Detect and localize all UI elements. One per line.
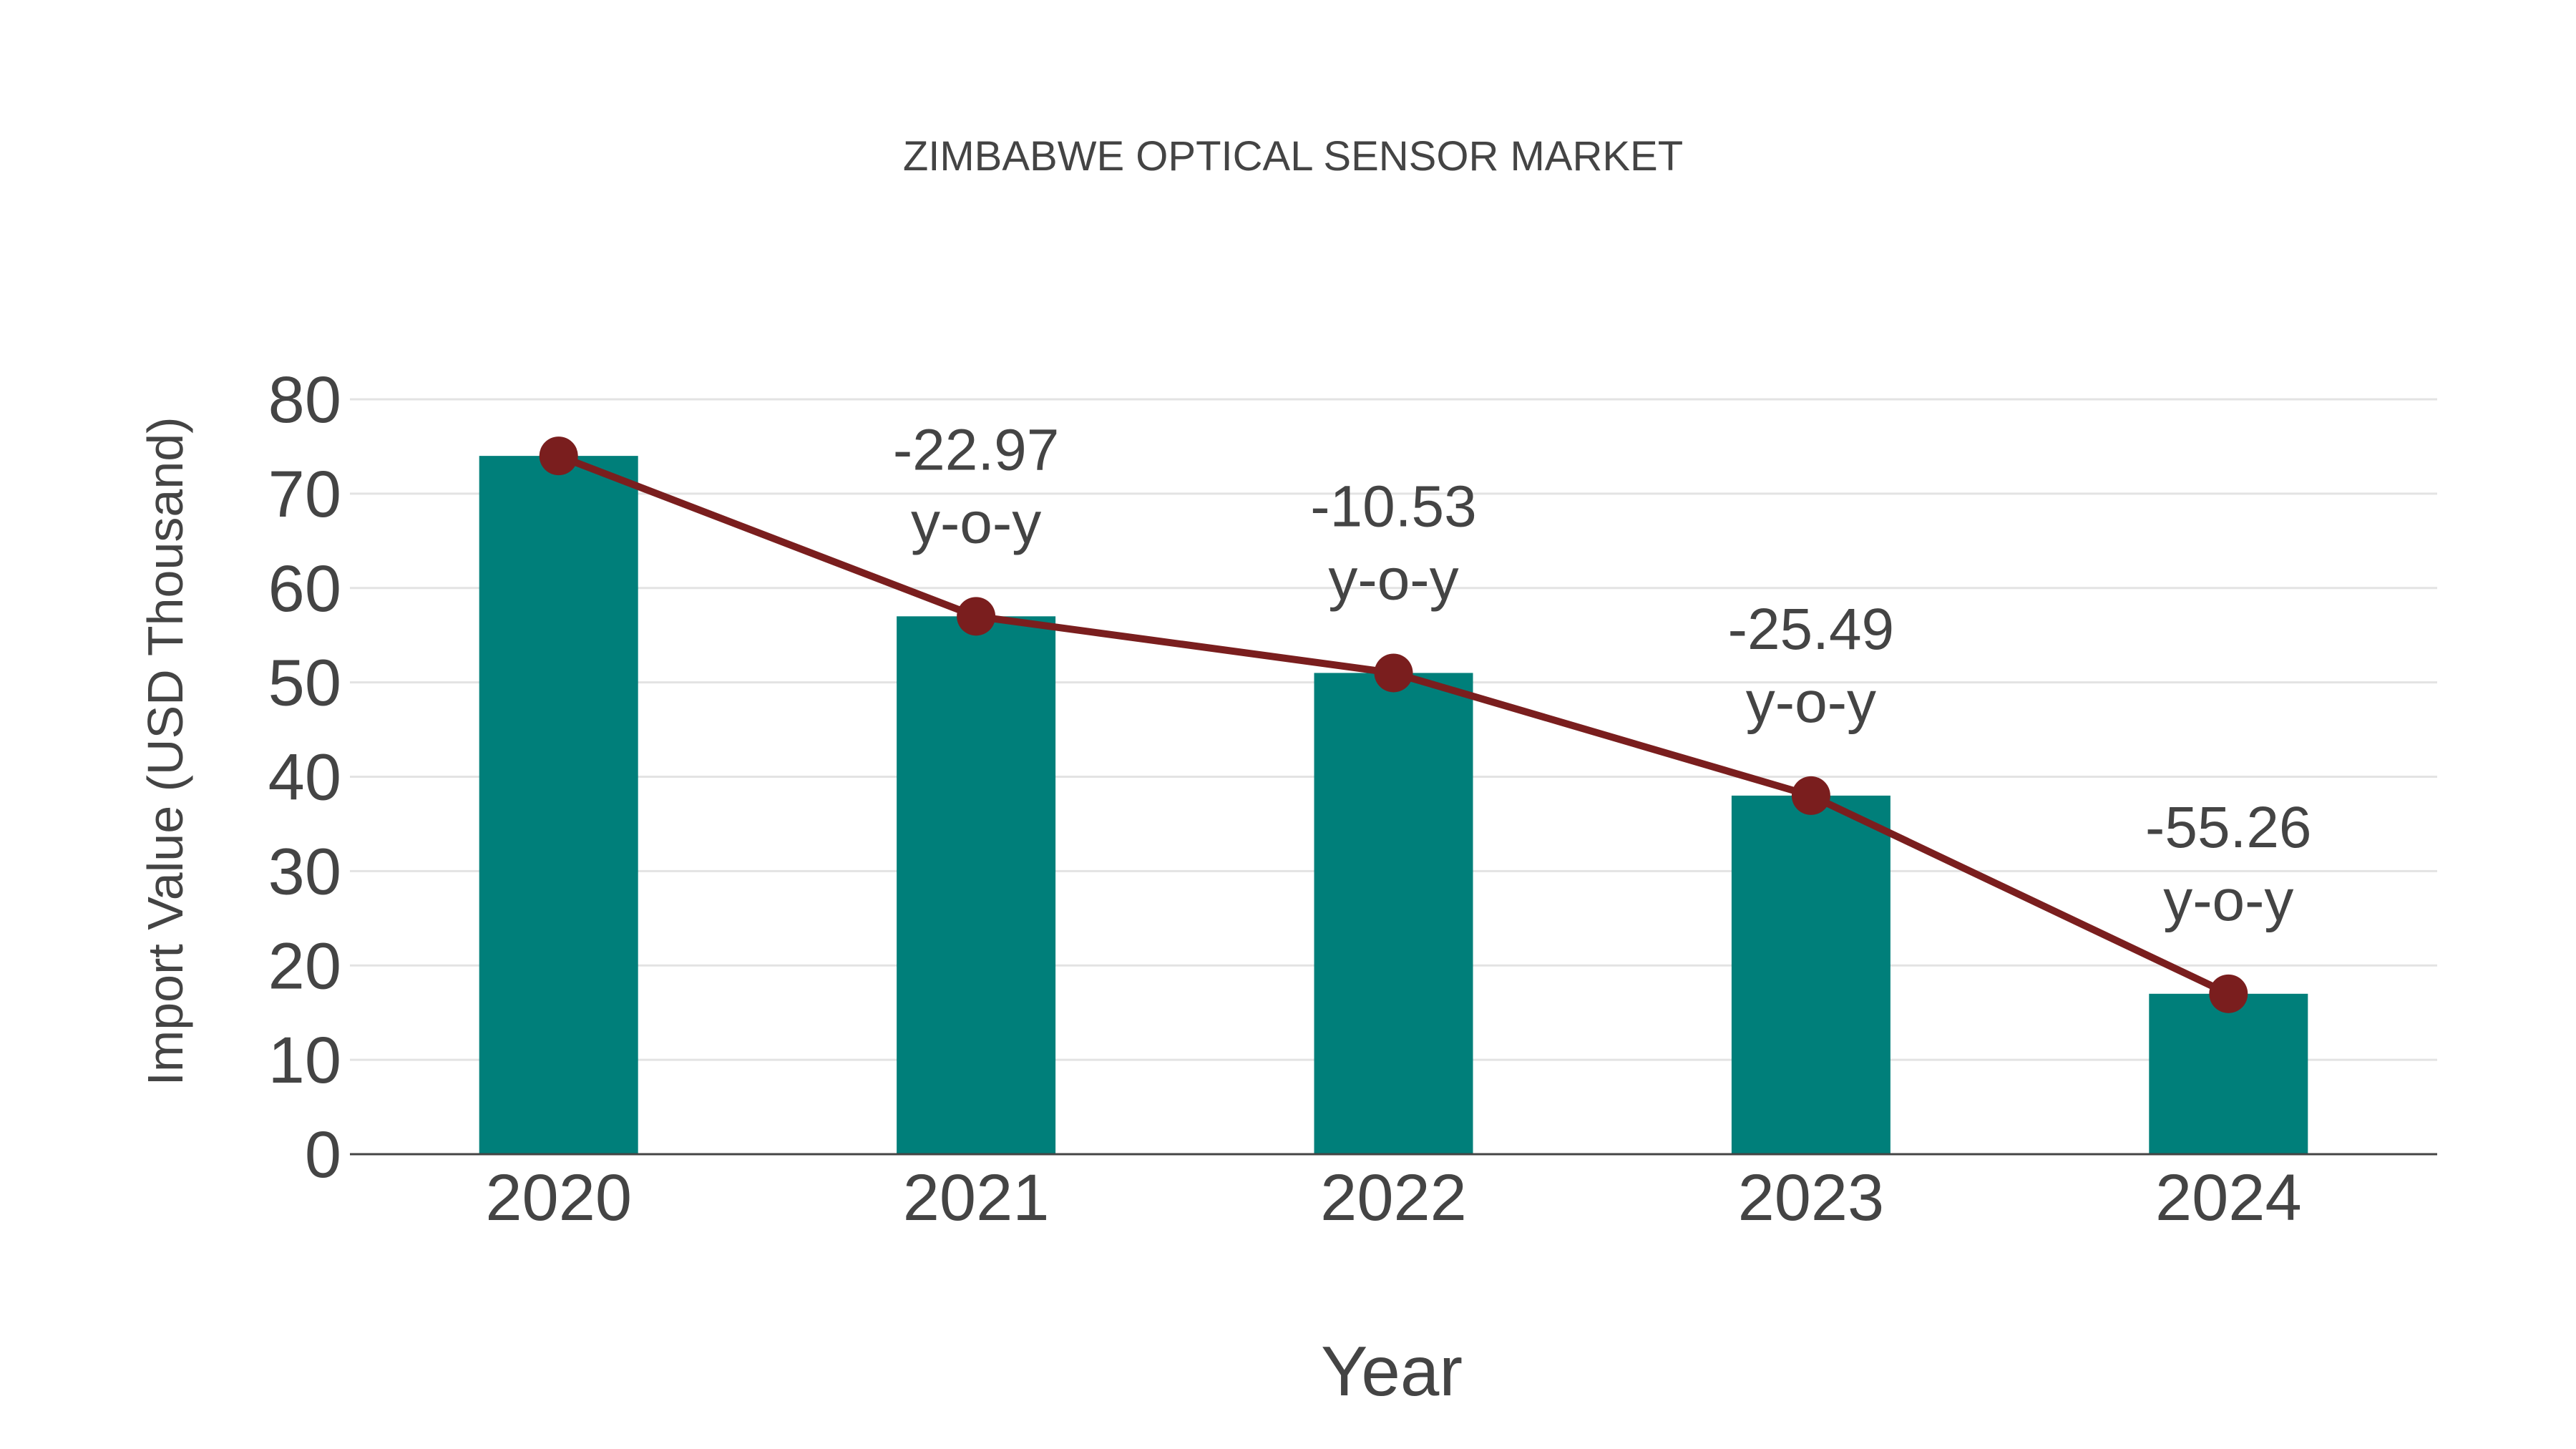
annotation-suffix: y-o-y	[911, 490, 1041, 555]
x-tick-label: 2022	[1320, 1161, 1467, 1234]
line-point-2021	[957, 597, 996, 636]
y-tick-label: 40	[268, 741, 341, 814]
bar-2024	[2149, 993, 2308, 1154]
bar-2023	[1731, 795, 1890, 1154]
annotation-suffix: y-o-y	[1328, 547, 1458, 612]
line-point-2023	[1791, 776, 1830, 815]
y-tick-label: 70	[268, 458, 341, 531]
annotation-value: -10.53	[1310, 474, 1477, 539]
annotation-value: -55.26	[2145, 795, 2312, 860]
annotations: -22.97 y-o-y -10.53 y-o-y -25.49 y-o-y -55.26 y…	[893, 417, 2312, 933]
x-tick-label: 2020	[485, 1161, 632, 1234]
bars	[479, 456, 2308, 1154]
x-tick-label: 2021	[903, 1161, 1050, 1234]
y-tick-label: 30	[268, 835, 341, 908]
y-tick-label: 20	[268, 930, 341, 1002]
annotation-value: -25.49	[1728, 597, 1895, 662]
annotation-value: -22.97	[893, 417, 1060, 482]
bar-2022	[1314, 673, 1473, 1154]
line-point-2020	[539, 436, 578, 476]
chart-title: ZIMBABWE OPTICAL SENSOR MARKET	[903, 133, 1683, 180]
y-tick-label: 60	[268, 552, 341, 625]
y-tick-label: 0	[305, 1118, 341, 1191]
line-point-2022	[1374, 653, 1413, 693]
trend-line	[539, 436, 2248, 1013]
x-axis-title: Year	[1321, 1332, 1463, 1410]
y-tick-label: 50	[268, 647, 341, 720]
x-tick-label: 2023	[1738, 1161, 1885, 1234]
y-axis-title: Import Value (USD Thousand)	[137, 416, 193, 1085]
annotation-suffix: y-o-y	[2163, 868, 2293, 933]
bar-2021	[897, 616, 1056, 1154]
x-tick-label: 2024	[2155, 1161, 2302, 1234]
line-point-2024	[2209, 974, 2248, 1013]
y-tick-label: 80	[268, 364, 341, 436]
x-tick-labels: 2020 2021 2022 2023 2024	[485, 1161, 2301, 1234]
annotation-suffix: y-o-y	[1746, 670, 1876, 735]
bar-2020	[479, 456, 638, 1154]
y-tick-labels: 0 10 20 30 40 50 60 70 80	[268, 364, 341, 1191]
y-tick-label: 10	[268, 1024, 341, 1097]
